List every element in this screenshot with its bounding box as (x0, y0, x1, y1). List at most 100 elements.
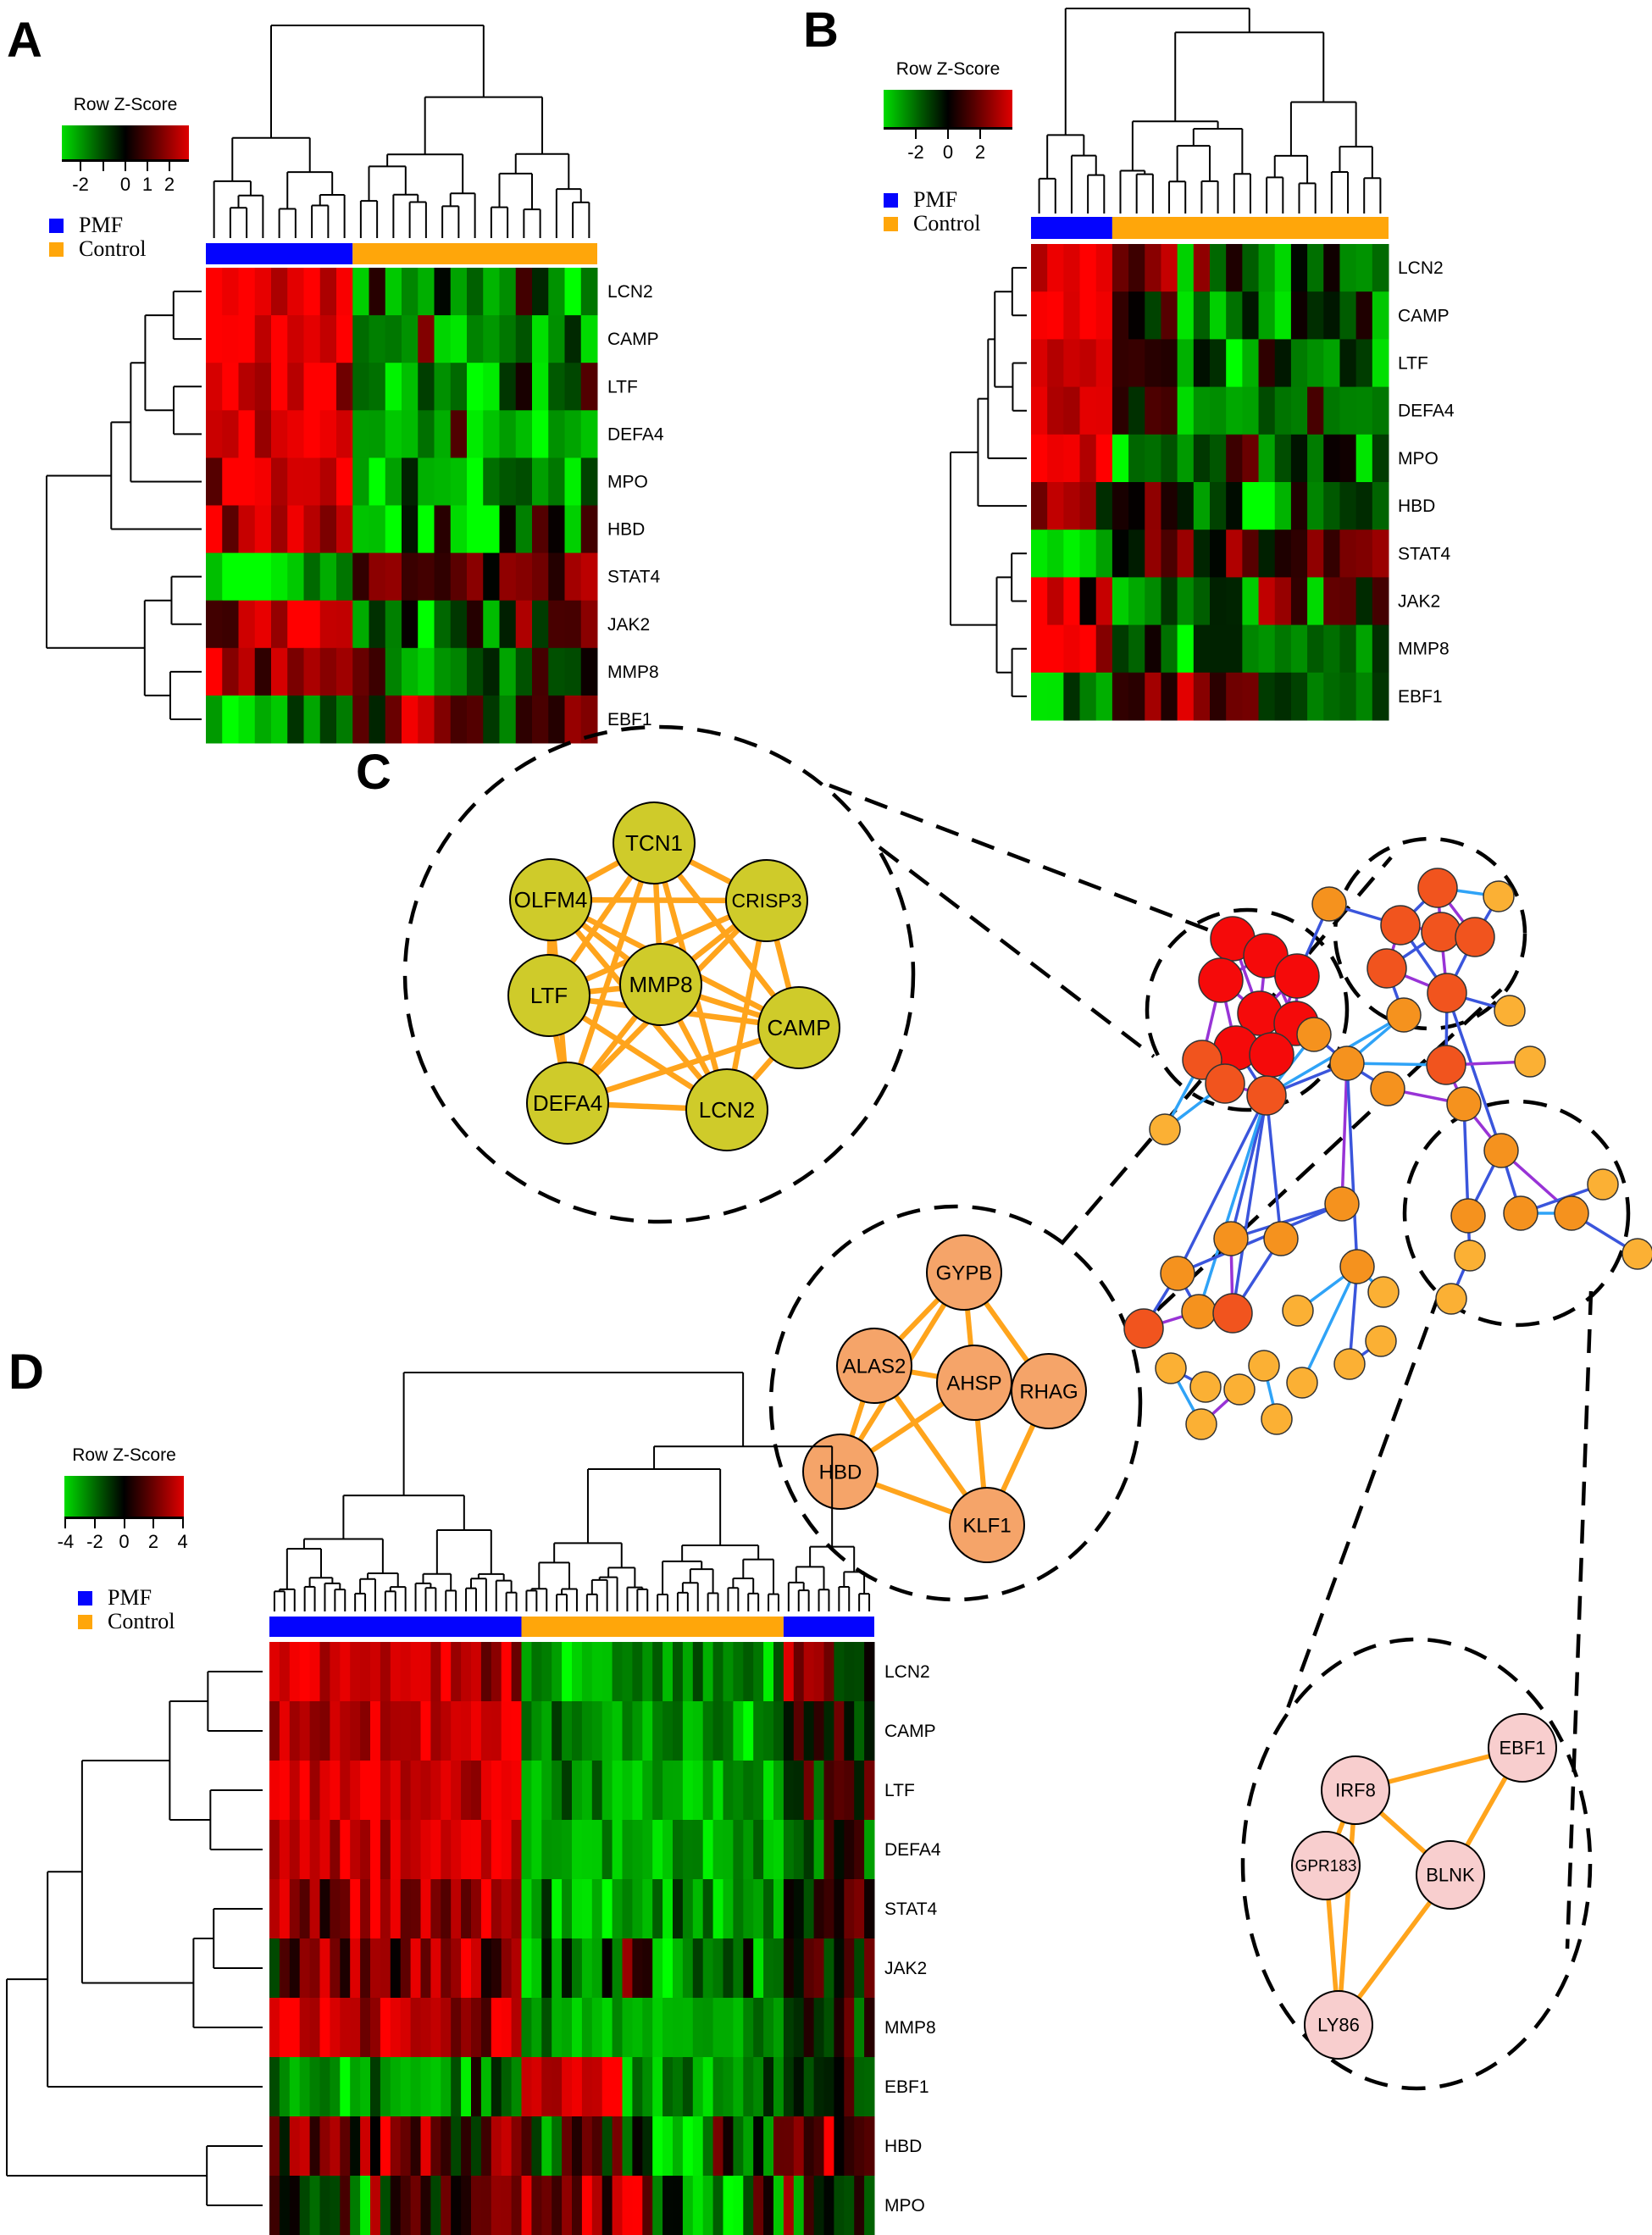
axis-tick (103, 162, 105, 171)
axis-tick-label: -2 (72, 174, 89, 195)
gene-label: MPO (607, 472, 648, 491)
network-node (1296, 1017, 1332, 1052)
gene-node (613, 801, 696, 885)
gene-label: DEFA4 (1398, 402, 1455, 421)
group-color-swatch (884, 216, 898, 231)
group-legend-item: PMF (49, 214, 146, 237)
gene-node (836, 1328, 912, 1404)
network-node (1426, 1045, 1466, 1085)
network-cluster-circle (1145, 907, 1350, 1112)
gene-node (725, 859, 808, 942)
axis-tick (80, 162, 82, 171)
network-nodes (1123, 868, 1652, 1440)
network-node (1273, 1001, 1319, 1046)
gene-node (926, 1234, 1002, 1311)
gene-label: LCN2 (884, 1662, 930, 1682)
group-color-swatch (49, 218, 64, 233)
gene-node-label: MMP8 (629, 972, 692, 997)
axis-tick-label: 2 (974, 141, 986, 163)
zscore-tick-labels: -2 0 2 (884, 130, 1012, 164)
network-node (1155, 1352, 1187, 1384)
gene-label: JAK2 (884, 1959, 927, 1978)
network-cluster-circle (1333, 836, 1527, 1031)
gene-node (1321, 1755, 1390, 1825)
zscore-gradient-bar (62, 125, 189, 162)
group-color-bar (269, 1617, 874, 1637)
gene-label: HBD (1398, 496, 1435, 516)
axis-tick (123, 1519, 125, 1528)
gene-label: CAMP (607, 330, 659, 349)
group-label: Control (913, 211, 981, 236)
gene-node (685, 1068, 768, 1151)
cluster-callout-ellipse (402, 724, 916, 1224)
gene-label: CAMP (884, 1722, 936, 1741)
gene-row-labels: LCN2 CAMP LTF DEFA4 MPO HBD STAT4 JAK2 MMP8 EBF1 (607, 282, 664, 729)
row-dendrogram (950, 267, 1027, 697)
network-node (1123, 1308, 1164, 1349)
panel-c-label: C (356, 745, 391, 800)
gene-label: MMP8 (607, 663, 659, 682)
network-node (1417, 868, 1458, 908)
axis-tick (915, 130, 917, 139)
column-dendrogram (213, 25, 590, 238)
gene-node (1416, 1840, 1485, 1910)
gene-node-label: TCN1 (625, 830, 683, 856)
gene-label: LTF (884, 1781, 915, 1800)
gene-node-label: EBF1 (1499, 1738, 1545, 1759)
group-label: Control (79, 236, 147, 261)
zscore-gradient-bar (64, 1476, 184, 1519)
axis-tick-label: 4 (177, 1531, 188, 1552)
module-edges (546, 840, 802, 1113)
network-node (1249, 1032, 1294, 1078)
group-label: PMF (913, 187, 958, 212)
zscore-legend-title: Row Z-Score (895, 59, 1001, 79)
network-node (1483, 880, 1515, 912)
group-color-swatch (49, 241, 64, 257)
gene-label: DEFA4 (607, 424, 664, 444)
callout-connector-line (1565, 1290, 1594, 1949)
gene-node-label: HBD (819, 1461, 862, 1484)
gene-label: LCN2 (607, 282, 653, 302)
gene-node-label: IRF8 (1335, 1780, 1376, 1801)
group-color-bar (206, 243, 597, 264)
gene-node-label: AHSP (946, 1372, 1001, 1395)
gene-label: MPO (1398, 449, 1439, 469)
gene-row-labels: LCN2 CAMP LTF DEFA4 STAT4 JAK2 MMP8 EBF1 HBD MPO (884, 1662, 941, 2216)
axis-tick (125, 162, 126, 171)
cluster-callout-ellipse (768, 1204, 1143, 1602)
axis-tick (152, 1519, 155, 1528)
group-color-swatch (78, 1590, 92, 1606)
group-legend-item: PMF (884, 188, 980, 212)
axis-tick-label: 0 (942, 141, 954, 163)
network-node (1587, 1168, 1619, 1201)
gene-label: LTF (607, 377, 638, 397)
network-node (1622, 1238, 1652, 1270)
panel-a-group-legend: PMF Control (49, 214, 146, 261)
gene-node-label: OLFM4 (514, 887, 588, 912)
network-node (1339, 1249, 1375, 1284)
group-color-swatch (78, 1614, 92, 1629)
network-node (1198, 957, 1244, 1003)
group-color-swatch (884, 192, 898, 208)
panel-b-group-legend: PMF Control (884, 188, 980, 236)
network-node (1365, 1325, 1397, 1357)
group-legend-item: Control (78, 1610, 175, 1633)
gene-node (1488, 1713, 1557, 1783)
gene-label: STAT4 (884, 1899, 938, 1919)
network-node (1311, 886, 1347, 922)
gene-label: LCN2 (1398, 258, 1444, 278)
heatmap-cells (1031, 244, 1389, 721)
gene-node (949, 1487, 1025, 1563)
gene-node-label: ALAS2 (843, 1355, 906, 1378)
network-node (1514, 1045, 1546, 1078)
network-node (1212, 1293, 1253, 1334)
module-edges (838, 1270, 1051, 1528)
network-edges (1142, 886, 1638, 1426)
gene-node-label: LY86 (1317, 2015, 1360, 2036)
panel-d-group-legend: PMF Control (78, 1586, 175, 1633)
axis-tick-label: 2 (164, 174, 175, 195)
axis-tick (947, 130, 949, 139)
